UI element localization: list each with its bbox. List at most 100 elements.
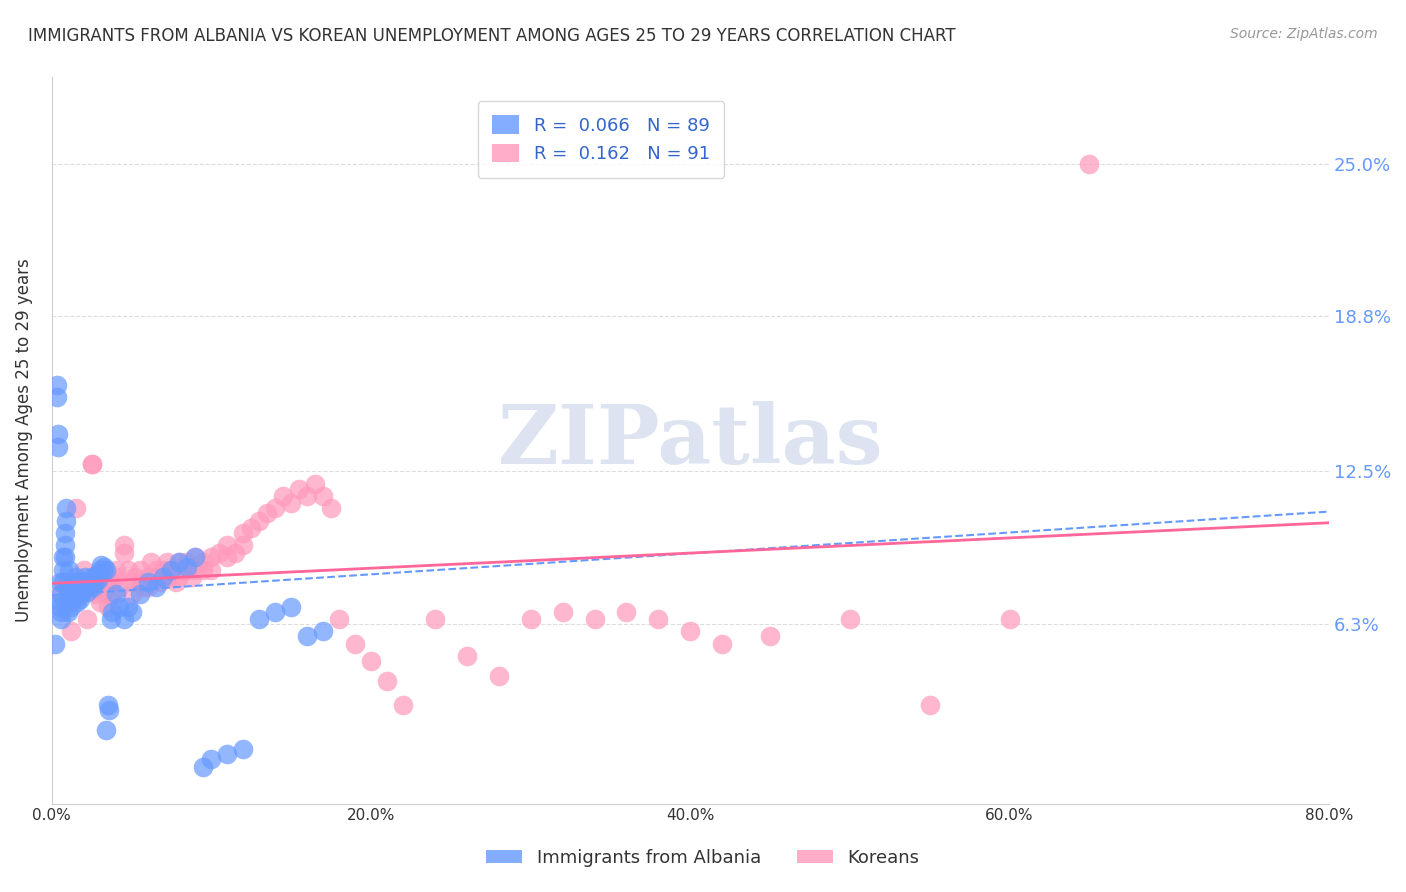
Point [160,570,183,584]
Point [295,489,318,503]
Point [75,570,97,584]
Text: IMMIGRANTS FROM ALBANIA VS KOREAN UNEMPLOYMENT AMONG AGES 25 TO 29 YEARS CORRELA: IMMIGRANTS FROM ALBANIA VS KOREAN UNEMPL… [28,27,956,45]
Point [73,575,96,590]
Point [51,587,73,601]
Point [112,545,135,559]
Point [55,501,77,516]
Point [98,703,121,717]
Point [70,585,93,599]
Point [121,605,143,619]
Point [184,550,207,565]
Point [176,560,198,574]
Point [312,624,335,639]
Point [80,570,103,584]
Point [45,378,67,392]
Point [121,575,143,590]
Point [91,566,114,580]
Point [104,570,127,584]
Point [839,612,862,626]
Point [1078,156,1101,170]
Point [264,605,287,619]
Point [97,575,120,590]
Point [360,654,382,668]
Point [101,575,124,590]
Point [160,563,183,577]
Point [152,570,174,584]
Point [56,605,79,619]
Point [55,514,77,528]
Point [112,538,135,552]
Point [52,550,75,565]
Point [169,570,191,584]
Point [304,476,326,491]
Point [616,605,638,619]
Point [328,612,350,626]
Point [65,570,87,584]
Point [76,585,98,599]
Point [184,550,207,565]
Point [247,612,270,626]
Point [51,612,73,626]
Point [69,592,91,607]
Point [66,595,89,609]
Point [488,668,510,682]
Point [121,587,143,601]
Point [59,592,82,607]
Point [45,391,67,405]
Point [134,580,156,594]
Legend: R =  0.066   N = 89, R =  0.162   N = 91: R = 0.066 N = 89, R = 0.162 N = 91 [478,101,724,178]
Point [62,592,84,607]
Point [145,580,167,594]
Point [89,580,111,594]
Point [59,624,82,639]
Point [217,747,239,762]
Point [149,575,172,590]
Point [280,496,302,510]
Point [66,587,89,601]
Point [117,563,139,577]
Point [94,723,117,737]
Point [152,570,174,584]
Point [101,605,124,619]
Point [169,555,191,569]
Point [193,563,215,577]
Point [86,587,108,601]
Point [69,585,91,599]
Point [456,648,478,663]
Point [918,698,941,713]
Point [69,587,91,601]
Point [247,514,270,528]
Point [392,698,415,713]
Point [79,580,101,594]
Point [59,599,82,614]
Legend: Immigrants from Albania, Koreans: Immigrants from Albania, Koreans [479,842,927,874]
Point [104,587,127,601]
Point [63,575,86,590]
Point [232,525,254,540]
Point [679,624,702,639]
Point [128,575,150,590]
Point [76,580,98,594]
Point [73,563,96,577]
Text: ZIPatlas: ZIPatlas [498,401,883,481]
Point [80,457,103,471]
Point [217,538,239,552]
Point [73,580,96,594]
Y-axis label: Unemployment Among Ages 25 to 29 years: Unemployment Among Ages 25 to 29 years [15,259,32,623]
Point [58,575,80,590]
Point [56,575,79,590]
Point [97,599,120,614]
Point [423,612,446,626]
Point [56,587,79,601]
Point [136,580,159,594]
Point [56,595,79,609]
Point [193,555,215,569]
Point [58,563,80,577]
Point [48,595,70,609]
Point [128,563,150,577]
Point [80,575,103,590]
Point [107,599,129,614]
Point [104,563,127,577]
Point [224,545,246,559]
Point [117,599,139,614]
